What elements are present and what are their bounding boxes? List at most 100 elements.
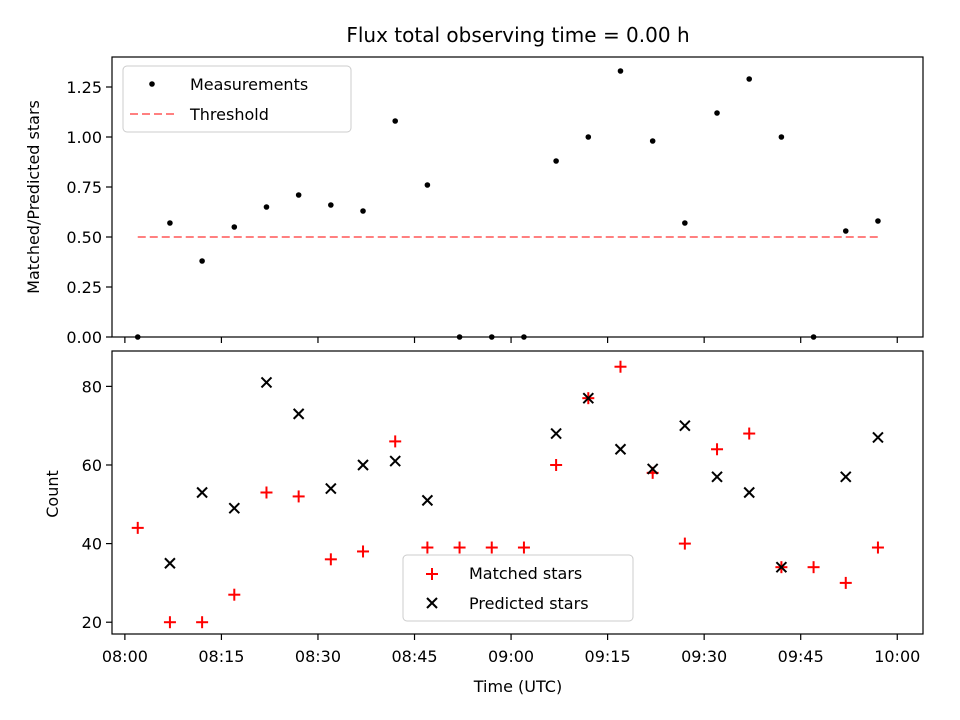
predicted-star-point [840, 471, 852, 483]
top-chart-y-ticks: 0.00 0.25 0.50 0.75 1.00 1.25 [66, 78, 112, 347]
matched-star-point [614, 360, 627, 373]
top-chart-y-axis-label: Matched/Predicted stars [24, 100, 43, 294]
matched-star-point [678, 537, 691, 550]
matched-star-point [292, 490, 305, 503]
predicted-star-point [196, 486, 208, 499]
matched-star-point [453, 541, 466, 554]
x-tick-label: 08:00 [102, 647, 148, 666]
predicted-star-point [679, 419, 691, 432]
measurement-point [167, 220, 173, 226]
matched-star-point [228, 588, 241, 601]
bottom-legend-matched-label: Matched stars [469, 564, 582, 583]
matched-star-point [807, 561, 820, 574]
measurement-point [714, 110, 720, 116]
y-tick-label: 0.75 [66, 178, 102, 197]
measurement-point [328, 202, 334, 208]
matched-star-point [871, 541, 884, 554]
measurement-point [746, 76, 753, 82]
bottom-chart-marks [131, 360, 884, 629]
bottom-legend-matched-marker [426, 568, 438, 580]
matched-star-point [357, 545, 370, 558]
measurement-point [553, 158, 559, 164]
measurement-point [392, 118, 399, 124]
x-tick-label: 08:15 [198, 647, 244, 666]
top-legend-measurements-label: Measurements [190, 75, 308, 94]
measurement-point [682, 220, 688, 226]
x-tick-label: 09:15 [585, 647, 631, 666]
predicted-star-point [389, 455, 401, 467]
predicted-star-point [325, 482, 337, 495]
measurement-point [263, 204, 270, 210]
top-chart-x-ticks [124, 337, 898, 343]
measurement-point [617, 68, 624, 74]
top-chart-legend: Measurements Threshold [122, 65, 352, 133]
predicted-star-point [260, 376, 273, 389]
y-tick-label: 60 [82, 456, 102, 475]
predicted-star-point [646, 463, 659, 475]
x-tick-label: 09:30 [681, 647, 727, 666]
measurement-point [295, 192, 302, 198]
measurement-point [778, 134, 785, 140]
matched-star-point [839, 576, 852, 589]
measurement-point [875, 218, 881, 224]
measurement-point [231, 224, 238, 230]
bottom-chart-x-ticks: 08:00 08:15 08:30 08:45 09:00 09:15 09:30 09:45… [102, 634, 920, 666]
x-tick-label: 08:45 [391, 647, 437, 666]
top-legend-measurements-marker [149, 81, 155, 87]
x-tick-label: 10:00 [874, 647, 920, 666]
top-chart-frame [111, 56, 924, 338]
predicted-star-point [357, 459, 369, 471]
matched-star-point [743, 427, 756, 440]
matched-star-point [196, 616, 209, 629]
bottom-chart-y-ticks: 20 40 60 80 [82, 377, 112, 632]
y-tick-label: 40 [82, 535, 102, 554]
predicted-star-point [228, 502, 241, 514]
matched-star-point [517, 541, 530, 554]
predicted-star-point [872, 431, 884, 444]
predicted-star-point [614, 443, 627, 455]
measurement-point [649, 138, 656, 144]
predicted-star-point [164, 557, 176, 569]
bottom-legend-box [402, 554, 634, 622]
predicted-star-point [421, 494, 434, 507]
measurement-point [585, 134, 592, 140]
y-tick-label: 20 [82, 613, 102, 632]
y-tick-label: 1.25 [66, 78, 102, 97]
predicted-star-point [582, 392, 595, 404]
y-tick-label: 0.00 [66, 328, 102, 347]
bottom-chart-x-axis-label: Time (UTC) [473, 677, 562, 696]
matched-star-point [389, 435, 402, 448]
top-legend-threshold-label: Threshold [189, 105, 269, 124]
predicted-star-point [292, 408, 305, 420]
bottom-chart-legend: Matched stars Predicted stars [402, 554, 634, 622]
bottom-chart-y-axis-label: Count [43, 470, 62, 518]
y-tick-label: 1.00 [66, 128, 102, 147]
bottom-legend-predicted-label: Predicted stars [469, 594, 589, 613]
y-tick-label: 0.25 [66, 278, 102, 297]
predicted-star-point [775, 561, 788, 573]
y-tick-label: 80 [82, 377, 102, 396]
measurement-point [199, 258, 205, 264]
top-chart: Flux total observing time = 0.00 h Match… [24, 23, 924, 347]
bottom-chart-frame [111, 350, 924, 635]
top-legend-box [122, 65, 352, 133]
x-tick-label: 08:30 [295, 647, 341, 666]
y-tick-label: 0.50 [66, 228, 102, 247]
bottom-chart: Count Time (UTC) 20 40 60 80 08:00 08:15 08:3… [43, 350, 924, 696]
matched-star-point [485, 541, 498, 554]
predicted-star-point [550, 427, 562, 440]
measurement-point [360, 208, 366, 214]
measurement-point [842, 228, 849, 234]
top-chart-marks [134, 68, 881, 340]
top-chart-title: Flux total observing time = 0.00 h [346, 23, 689, 47]
predicted-star-point [711, 471, 723, 483]
matched-star-point [324, 553, 337, 566]
matched-star-point [131, 521, 144, 534]
bottom-legend-predicted-marker [426, 597, 438, 609]
matched-star-point [550, 458, 563, 471]
matched-star-point [163, 616, 176, 629]
matched-star-point [421, 541, 434, 554]
predicted-star-point [743, 486, 755, 499]
matched-star-point [260, 486, 273, 499]
